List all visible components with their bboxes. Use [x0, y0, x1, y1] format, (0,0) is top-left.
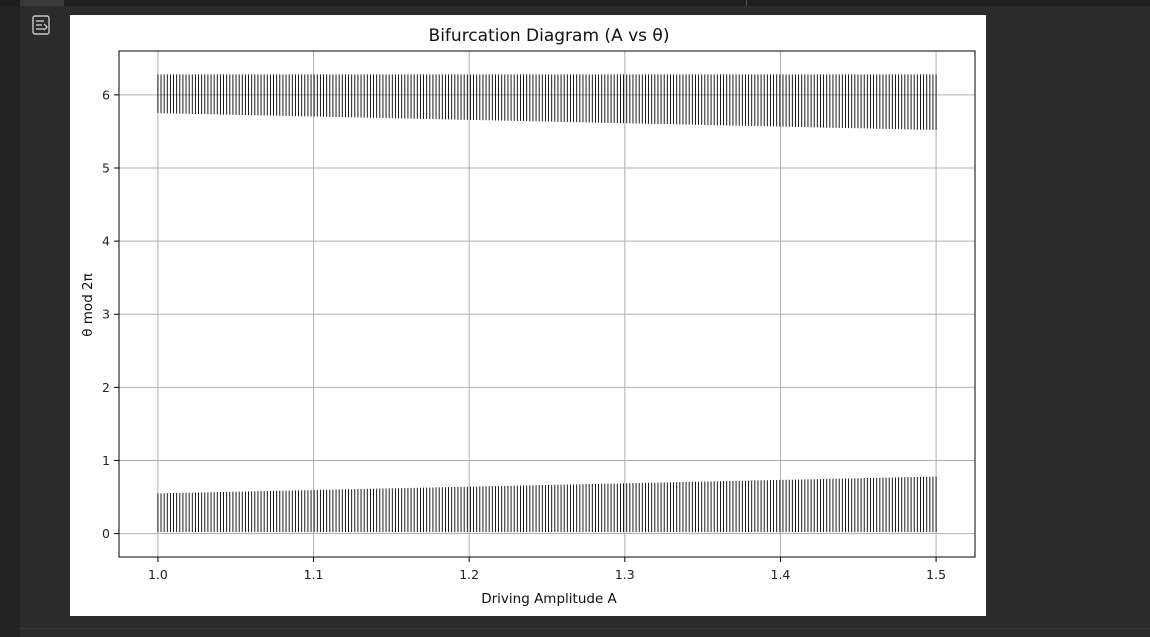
y-tick-label: 5 — [102, 160, 110, 175]
chart-figure: 1.0 1.1 1.2 1.3 1.4 1.5 0 1 2 3 4 5 6 Bifurcation Di… — [70, 15, 986, 616]
x-tick-label: 1.1 — [304, 567, 324, 582]
x-tick-label: 1.0 — [148, 567, 168, 582]
top-tab[interactable] — [20, 0, 64, 6]
y-tick-label: 0 — [102, 526, 110, 541]
x-tick-label: 1.2 — [459, 567, 479, 582]
x-axis-label: Driving Amplitude A — [481, 591, 617, 607]
y-tick-label: 1 — [102, 453, 110, 468]
x-tick-label: 1.4 — [771, 567, 791, 582]
bifurcation-chart: 1.0 1.1 1.2 1.3 1.4 1.5 0 1 2 3 4 5 6 Bifurcation Di… — [80, 26, 976, 607]
top-bar — [0, 0, 1150, 6]
ticks-layer: 1.0 1.1 1.2 1.3 1.4 1.5 0 1 2 3 4 5 6 — [102, 87, 946, 582]
output-toggle-icon[interactable] — [28, 12, 54, 38]
data-marks — [157, 74, 937, 533]
y-tick-label: 4 — [102, 234, 110, 249]
chart-title: Bifurcation Diagram (A vs θ) — [429, 26, 670, 46]
bottom-divider — [20, 628, 1150, 629]
y-tick-label: 2 — [102, 380, 110, 395]
grid-layer — [119, 51, 975, 557]
x-tick-label: 1.5 — [926, 567, 946, 582]
top-divider — [746, 0, 747, 6]
y-axis-label: θ mod 2π — [80, 273, 96, 337]
left-gutter — [0, 6, 20, 637]
y-tick-label: 3 — [102, 307, 110, 322]
plot-frame — [118, 50, 976, 558]
y-tick-label: 6 — [102, 87, 110, 102]
x-tick-label: 1.3 — [615, 567, 635, 582]
